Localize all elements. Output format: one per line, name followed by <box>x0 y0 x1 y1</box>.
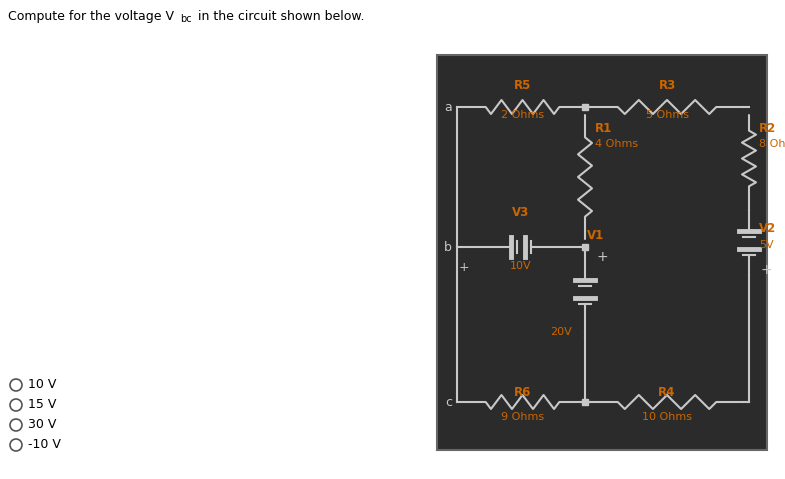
Text: V3: V3 <box>513 206 530 219</box>
Text: Compute for the voltage V: Compute for the voltage V <box>8 10 174 23</box>
Text: R1: R1 <box>595 123 612 136</box>
Text: +: + <box>458 261 469 274</box>
Text: 8 Ohms: 8 Ohms <box>759 139 785 149</box>
Text: -10 V: -10 V <box>28 438 61 452</box>
Text: R5: R5 <box>514 79 531 92</box>
Text: 15 V: 15 V <box>28 399 57 411</box>
Text: in the circuit shown below.: in the circuit shown below. <box>194 10 364 23</box>
Text: +: + <box>761 263 772 277</box>
Text: +: + <box>597 250 608 264</box>
Text: 5V: 5V <box>759 240 774 250</box>
Text: 20V: 20V <box>550 327 571 337</box>
Text: b: b <box>444 240 452 253</box>
Text: c: c <box>445 396 452 409</box>
Text: V1: V1 <box>587 229 604 242</box>
Text: 4 Ohms: 4 Ohms <box>595 139 638 149</box>
Text: 10 V: 10 V <box>28 378 57 391</box>
Bar <box>437 55 767 450</box>
Text: a: a <box>444 101 452 114</box>
Text: 9 Ohms: 9 Ohms <box>501 412 544 422</box>
Text: 30 V: 30 V <box>28 419 57 432</box>
Text: 5 Ohms: 5 Ohms <box>645 110 688 120</box>
Text: R3: R3 <box>659 79 676 92</box>
Text: bc: bc <box>180 14 192 24</box>
Text: R4: R4 <box>659 386 676 399</box>
Text: 2 Ohms: 2 Ohms <box>501 110 544 120</box>
Text: R6: R6 <box>514 386 531 399</box>
Text: 10 Ohms: 10 Ohms <box>642 412 692 422</box>
Text: R2: R2 <box>759 123 776 136</box>
Text: V2: V2 <box>759 222 776 235</box>
Text: 10V: 10V <box>510 261 531 271</box>
